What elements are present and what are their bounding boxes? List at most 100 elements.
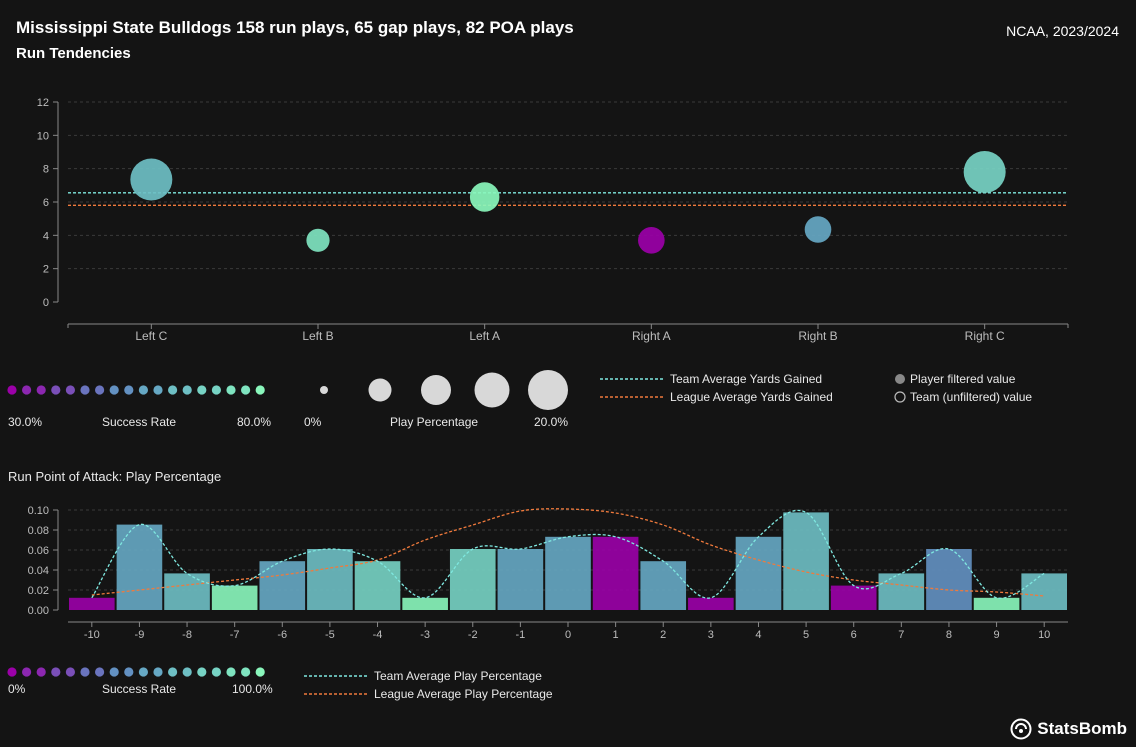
scatter-points: [130, 151, 1006, 254]
competition-label: NCAA, 2023/2024: [1006, 23, 1119, 39]
bar-y-tick-label: 0.00: [28, 605, 49, 617]
bar-x-tick-label: -7: [230, 629, 240, 641]
success-scale-dot: [109, 385, 119, 395]
success-scale-dot: [168, 385, 178, 395]
size-scale-circle-4: [474, 372, 510, 408]
success-scale-dot: [182, 385, 192, 395]
scatter-x-tick-label: Right B: [798, 329, 837, 343]
success-scale-dot: [211, 385, 221, 395]
legend1-team-avg: Team Average Yards Gained: [670, 372, 823, 386]
bar-y-tick-label: 0.08: [28, 525, 49, 537]
bar-x-tick-label: 8: [946, 629, 952, 641]
success-scale-dot: [51, 667, 61, 677]
poa-bar: [640, 561, 687, 610]
run-tendencies-chart: 0 2 4 6 8 10 12 Left C Left B Left A Right A Right …: [37, 97, 1069, 343]
bar-x-tick-label: -8: [182, 629, 192, 641]
success-scale-dot: [36, 667, 46, 677]
scatter-y-tick-label: 0: [43, 297, 49, 309]
success-scale-dot: [65, 667, 75, 677]
bar-x-tick-label: 9: [994, 629, 1000, 641]
bar-x-tick-label: -2: [468, 629, 478, 641]
poa-bar: [973, 597, 1020, 610]
success-scale-dot: [241, 667, 251, 677]
bar-x-tick-label: -1: [515, 629, 525, 641]
legend2-team-avg: Team Average Play Percentage: [374, 669, 542, 683]
success-scale-dot: [22, 385, 32, 395]
bar-x-tick-label: -10: [84, 629, 100, 641]
legend1-line-samples: [600, 378, 664, 398]
scatter-y-tick-label: 4: [43, 230, 49, 242]
legend1-success-min: 30.0%: [8, 415, 43, 429]
bar-y-tick-label: 0.06: [28, 545, 49, 557]
bar-x-tick-label: 10: [1038, 629, 1050, 641]
success-rate-scale-2: [7, 667, 265, 677]
scatter-point: [469, 182, 500, 212]
scatter-point: [130, 158, 173, 201]
legend1-team-unfiltered: Team (unfiltered) value: [910, 390, 1033, 404]
legend1-play-label: Play Percentage: [390, 415, 479, 429]
poa-bar: [164, 573, 210, 610]
scatter-point: [638, 227, 665, 254]
chart-subtitle: Run Tendencies: [16, 45, 131, 62]
bar-marks: [69, 512, 1067, 610]
scatter-grid: [68, 101, 1068, 270]
bar-x-tick-label: 0: [565, 629, 571, 641]
logo-text: StatsBomb: [1037, 719, 1127, 738]
bar-x-tick-label: -5: [325, 629, 335, 641]
bar-average-lines: [91, 508, 1045, 599]
success-scale-dot: [226, 667, 236, 677]
bar-x-tick-label: 1: [613, 629, 619, 641]
poa-bar: [545, 536, 591, 610]
bar-y-tick-label: 0.10: [28, 505, 49, 517]
bar-x-tick-label: -4: [373, 629, 383, 641]
legend1-play-max: 20.0%: [534, 415, 569, 429]
success-scale-dot: [226, 385, 236, 395]
poa-play-percentage-chart: 0.000.020.040.060.080.10-10 -9 -8 -7 -6 -5 -4-…: [28, 505, 1068, 641]
success-scale-dot: [124, 667, 134, 677]
team-unfiltered-marker: [894, 391, 906, 403]
success-scale-dot: [255, 385, 265, 395]
poa-bar: [735, 536, 782, 610]
legend2-league-avg: League Average Play Percentage: [374, 687, 553, 701]
legend1-play-min: 0%: [304, 415, 322, 429]
legend1-success-max: 80.0%: [237, 415, 272, 429]
poa-bar: [307, 549, 353, 610]
scatter-y-tick-label: 12: [37, 97, 49, 109]
play-percentage-size-scale: [320, 370, 568, 410]
success-scale-dot: [182, 667, 192, 677]
scatter-point: [963, 151, 1006, 193]
poa-bar: [69, 597, 115, 610]
poa-bar: [211, 585, 258, 610]
success-scale-dot: [80, 385, 90, 395]
success-scale-dot: [65, 385, 75, 395]
success-scale-dot: [138, 667, 148, 677]
bar-x-tick-label: 6: [851, 629, 857, 641]
scatter-y-tick-label: 8: [43, 164, 49, 176]
legend1-success-label: Success Rate: [102, 415, 177, 429]
success-scale-dot: [7, 385, 17, 395]
success-scale-dot: [22, 667, 32, 677]
success-scale-dot: [138, 385, 148, 395]
size-scale-circle-2: [368, 378, 392, 402]
success-scale-dot: [51, 385, 61, 395]
bar-x-tick-label: 4: [755, 629, 761, 641]
success-scale-dot: [211, 667, 221, 677]
scatter-y-tick-label: 10: [37, 130, 49, 142]
size-scale-circle-5: [528, 370, 568, 410]
legend2-success-max: 100.0%: [232, 682, 273, 696]
poa-bar: [592, 536, 639, 610]
poa-bar: [1021, 573, 1067, 610]
poa-bar: [259, 561, 306, 610]
scatter-x-tick-label: Left A: [469, 329, 500, 343]
scatter-x-tick-label: Left B: [302, 329, 333, 343]
scatter-x-tick-label: Left C: [135, 329, 167, 343]
poa-chart-title: Run Point of Attack: Play Percentage: [8, 469, 222, 484]
poa-bar: [878, 573, 925, 610]
poa-bar: [116, 524, 163, 610]
success-scale-dot: [80, 667, 90, 677]
poa-bar: [783, 512, 829, 610]
success-scale-dot: [7, 667, 17, 677]
poa-bar: [830, 585, 877, 610]
scatter-average-lines: [68, 192, 1068, 206]
bar-y-tick-label: 0.04: [28, 565, 49, 577]
